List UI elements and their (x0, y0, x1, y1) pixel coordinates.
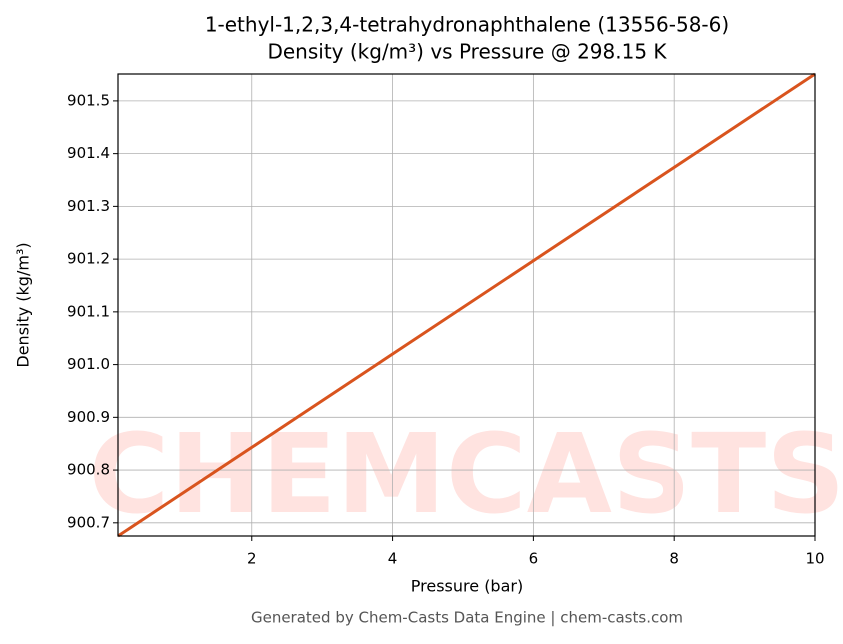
y-tick-label: 901.1 (67, 302, 110, 320)
x-tick-label: 2 (247, 550, 257, 568)
y-tick-label: 901.5 (67, 91, 110, 109)
x-tick-label: 8 (669, 550, 679, 568)
chart-subtitle: Density (kg/m³) vs Pressure @ 298.15 K (267, 40, 667, 64)
watermark: CHEMCASTS (89, 410, 843, 538)
y-axis-label: Density (kg/m³) (14, 242, 33, 367)
y-tick-label: 901.4 (67, 144, 110, 162)
chart-title: 1-ethyl-1,2,3,4-tetrahydronaphthalene (1… (205, 13, 729, 37)
plot-frame (117, 73, 816, 537)
y-tick-label: 900.8 (67, 461, 110, 479)
y-tick-label: 901.2 (67, 250, 110, 268)
y-tick-label: 901.0 (67, 355, 110, 373)
y-tick-label: 900.7 (67, 513, 110, 531)
y-tick-label: 900.9 (67, 408, 110, 426)
x-tick-label: 10 (805, 550, 824, 568)
footer: Generated by Chem-Casts Data Engine | ch… (251, 609, 683, 627)
x-tick-label: 4 (388, 550, 398, 568)
data-line (117, 72, 816, 538)
x-tick-label: 6 (529, 550, 539, 568)
y-tick-label: 901.3 (67, 197, 110, 215)
x-axis-label: Pressure (bar) (411, 577, 523, 596)
